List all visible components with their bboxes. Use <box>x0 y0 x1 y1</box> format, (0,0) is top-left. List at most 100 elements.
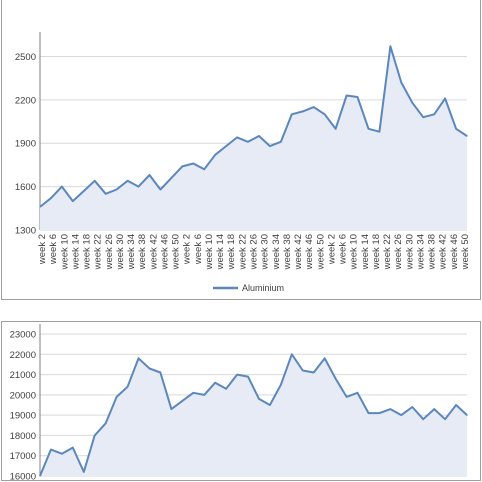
x-tick-label: week 46 <box>449 234 460 270</box>
y-tick-label: 22000 <box>10 350 36 361</box>
data-point <box>116 396 117 397</box>
data-point <box>346 396 347 397</box>
data-point <box>357 96 358 97</box>
data-point <box>94 180 95 181</box>
data-point <box>401 415 402 416</box>
data-point <box>324 358 325 359</box>
x-tick-label: week 26 <box>104 234 115 270</box>
y-tick-label: 23000 <box>10 330 36 341</box>
data-point <box>379 413 380 414</box>
data-point <box>291 354 292 355</box>
data-point <box>39 475 40 476</box>
data-point <box>445 419 446 420</box>
data-point <box>72 201 73 202</box>
x-tick-label: week 42 <box>148 234 159 270</box>
data-point <box>412 406 413 407</box>
data-point <box>401 82 402 83</box>
y-tick-label: 2200 <box>15 95 36 106</box>
data-point <box>379 131 380 132</box>
data-point <box>302 370 303 371</box>
data-point <box>105 423 106 424</box>
x-tick-label: week 14 <box>360 234 371 270</box>
x-tick-label: week 46 <box>304 234 315 270</box>
x-tick-label: week 22 <box>382 234 393 270</box>
data-point <box>269 146 270 147</box>
x-tick-label: week 2 <box>37 234 48 265</box>
data-point <box>138 358 139 359</box>
x-tick-label: week 38 <box>282 234 293 270</box>
y-tick-label: 17000 <box>10 451 36 462</box>
data-point <box>127 386 128 387</box>
x-tick-label: week 42 <box>438 234 449 270</box>
x-tick-label: week 34 <box>126 234 137 270</box>
data-point <box>313 372 314 373</box>
x-tick-label: week 18 <box>371 234 382 270</box>
y-tick-label: 21000 <box>10 370 36 381</box>
data-point <box>138 186 139 187</box>
data-point <box>247 376 248 377</box>
data-point <box>390 46 391 47</box>
data-point <box>434 409 435 410</box>
data-point <box>346 95 347 96</box>
data-point <box>313 107 314 108</box>
data-point <box>193 392 194 393</box>
y-tick-label: 2500 <box>15 52 36 63</box>
data-point <box>171 177 172 178</box>
data-point <box>445 98 446 99</box>
data-point <box>83 471 84 472</box>
data-point <box>368 128 369 129</box>
data-point <box>390 409 391 410</box>
x-tick-label: week 30 <box>404 234 415 270</box>
x-tick-label: week 2 <box>182 234 193 265</box>
x-tick-label: week 6 <box>338 234 349 265</box>
x-tick-label: week 34 <box>416 234 427 270</box>
data-point <box>116 189 117 190</box>
x-tick-label: week 50 <box>315 234 326 270</box>
x-tick-label: week 10 <box>59 234 70 270</box>
data-point <box>149 174 150 175</box>
data-point <box>280 141 281 142</box>
data-point <box>160 372 161 373</box>
y-tick-label: 16000 <box>10 472 36 482</box>
data-point <box>434 114 435 115</box>
x-tick-label: week 22 <box>93 234 104 270</box>
data-point <box>226 388 227 389</box>
data-point <box>291 114 292 115</box>
data-point <box>456 128 457 129</box>
data-point <box>423 419 424 420</box>
data-point <box>193 163 194 164</box>
x-tick-label: week 6 <box>193 234 204 265</box>
data-point <box>39 206 40 207</box>
data-point <box>269 404 270 405</box>
x-tick-label: week 30 <box>115 234 126 270</box>
x-tick-label: week 26 <box>249 234 260 270</box>
data-point <box>335 378 336 379</box>
data-point <box>280 384 281 385</box>
data-point <box>61 453 62 454</box>
x-tick-label: week 18 <box>82 234 93 270</box>
data-point <box>61 186 62 187</box>
data-point <box>215 382 216 383</box>
legend-label: Aluminium <box>242 283 284 293</box>
data-point <box>127 180 128 181</box>
y-tick-label: 20000 <box>10 390 36 401</box>
x-tick-label: week 38 <box>427 234 438 270</box>
data-point <box>456 404 457 405</box>
x-tick-label: week 14 <box>70 234 81 270</box>
data-point <box>204 394 205 395</box>
data-point <box>258 135 259 136</box>
x-tick-label: week 34 <box>271 234 282 270</box>
data-point <box>50 198 51 199</box>
data-point <box>171 409 172 410</box>
x-tick-label: week 2 <box>326 234 337 265</box>
x-tick-label: week 50 <box>460 234 471 270</box>
data-point <box>466 135 467 136</box>
data-point <box>237 137 238 138</box>
data-point <box>423 117 424 118</box>
x-tick-label: week 42 <box>293 234 304 270</box>
data-point <box>258 398 259 399</box>
